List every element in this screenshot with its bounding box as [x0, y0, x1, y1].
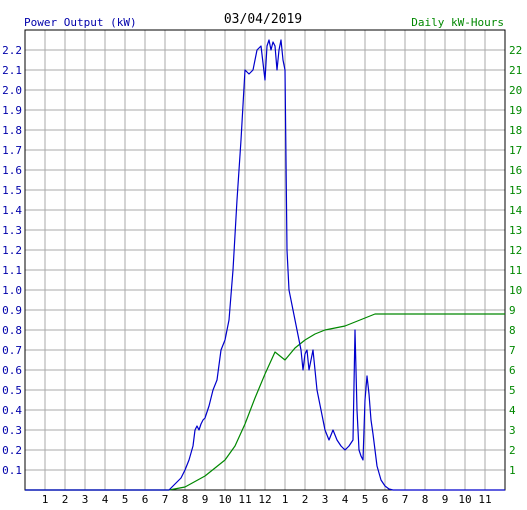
left-tick-label: 1.1: [2, 264, 22, 277]
right-tick-label: 9: [509, 304, 516, 317]
x-tick-label: 2: [302, 493, 309, 506]
left-tick-label: 0.5: [2, 384, 22, 397]
right-tick-label: 8: [509, 324, 516, 337]
x-tick-label: 8: [182, 493, 189, 506]
plot-frame: [24, 29, 506, 491]
x-tick-label: 4: [102, 493, 109, 506]
right-tick-label: 1: [509, 464, 516, 477]
chart-title: 03/04/2019: [224, 12, 302, 27]
x-tick-label: 7: [162, 493, 169, 506]
left-tick-label: 0.8: [2, 324, 22, 337]
grid-lines: [25, 30, 505, 490]
x-tick-label: 6: [382, 493, 389, 506]
left-axis-ticks: 0.1 0.2 0.3 0.4 0.5 0.6 0.7 0.8 0.9 1.0 1.1 1.2 1.3 1…: [2, 44, 22, 477]
right-tick-label: 15: [509, 184, 522, 197]
right-tick-label: 12: [509, 244, 522, 257]
right-tick-label: 20: [509, 84, 522, 97]
left-axis-label: Power Output (kW): [24, 16, 137, 29]
left-tick-label: 1.5: [2, 184, 22, 197]
left-tick-label: 1.3: [2, 224, 22, 237]
x-tick-label: 12: [258, 493, 271, 506]
x-tick-label: 9: [442, 493, 449, 506]
power-series: [25, 39, 505, 491]
x-tick-label: 1: [42, 493, 49, 506]
right-tick-label: 7: [509, 344, 516, 357]
right-tick-label: 17: [509, 144, 522, 157]
x-tick-label: 11: [238, 493, 251, 506]
right-tick-label: 16: [509, 164, 522, 177]
left-tick-label: 1.4: [2, 204, 22, 217]
x-tick-label: 9: [202, 493, 209, 506]
x-tick-label: 10: [218, 493, 231, 506]
right-tick-label: 19: [509, 104, 522, 117]
right-axis-label: Daily kW-Hours: [411, 16, 504, 29]
left-tick-label: 0.7: [2, 344, 22, 357]
x-tick-label: 10: [458, 493, 471, 506]
x-tick-label: 8: [422, 493, 429, 506]
left-tick-label: 0.9: [2, 304, 22, 317]
left-tick-label: 1.7: [2, 144, 22, 157]
x-tick-label: 5: [122, 493, 129, 506]
x-tick-label: 4: [342, 493, 349, 506]
right-tick-label: 4: [509, 404, 516, 417]
right-tick-label: 2: [509, 444, 516, 457]
right-tick-label: 10: [509, 284, 522, 297]
x-tick-label: 3: [82, 493, 89, 506]
right-tick-label: 6: [509, 364, 516, 377]
right-tick-label: 18: [509, 124, 522, 137]
right-tick-label: 22: [509, 44, 522, 57]
x-tick-label: 1: [282, 493, 289, 506]
x-tick-label: 2: [62, 493, 69, 506]
left-tick-label: 0.3: [2, 424, 22, 437]
right-tick-label: 13: [509, 224, 522, 237]
x-axis-ticks: 1 2 3 4 5 6 7 8 9 10 11 12 1 2 3 4 5 6 7 8 9 10 11: [42, 493, 492, 506]
left-tick-label: 2.0: [2, 84, 22, 97]
x-tick-label: 7: [402, 493, 409, 506]
left-tick-label: 1.2: [2, 244, 22, 257]
left-tick-label: 2.1: [2, 64, 22, 77]
left-tick-label: 0.2: [2, 444, 22, 457]
left-tick-label: 0.1: [2, 464, 22, 477]
left-tick-label: 1.9: [2, 104, 22, 117]
left-tick-label: 2.2: [2, 44, 22, 57]
right-tick-label: 5: [509, 384, 516, 397]
x-tick-label: 5: [362, 493, 369, 506]
left-tick-label: 1.0: [2, 284, 22, 297]
left-tick-label: 0.6: [2, 364, 22, 377]
right-tick-label: 3: [509, 424, 516, 437]
right-tick-label: 14: [509, 204, 523, 217]
x-tick-label: 3: [322, 493, 329, 506]
left-tick-label: 1.8: [2, 124, 22, 137]
x-tick-label: 11: [478, 493, 491, 506]
left-tick-label: 1.6: [2, 164, 22, 177]
right-tick-label: 11: [509, 264, 522, 277]
power-output-line: [25, 39, 505, 491]
x-tick-label: 6: [142, 493, 149, 506]
right-tick-label: 21: [509, 64, 522, 77]
left-tick-label: 0.4: [2, 404, 22, 417]
